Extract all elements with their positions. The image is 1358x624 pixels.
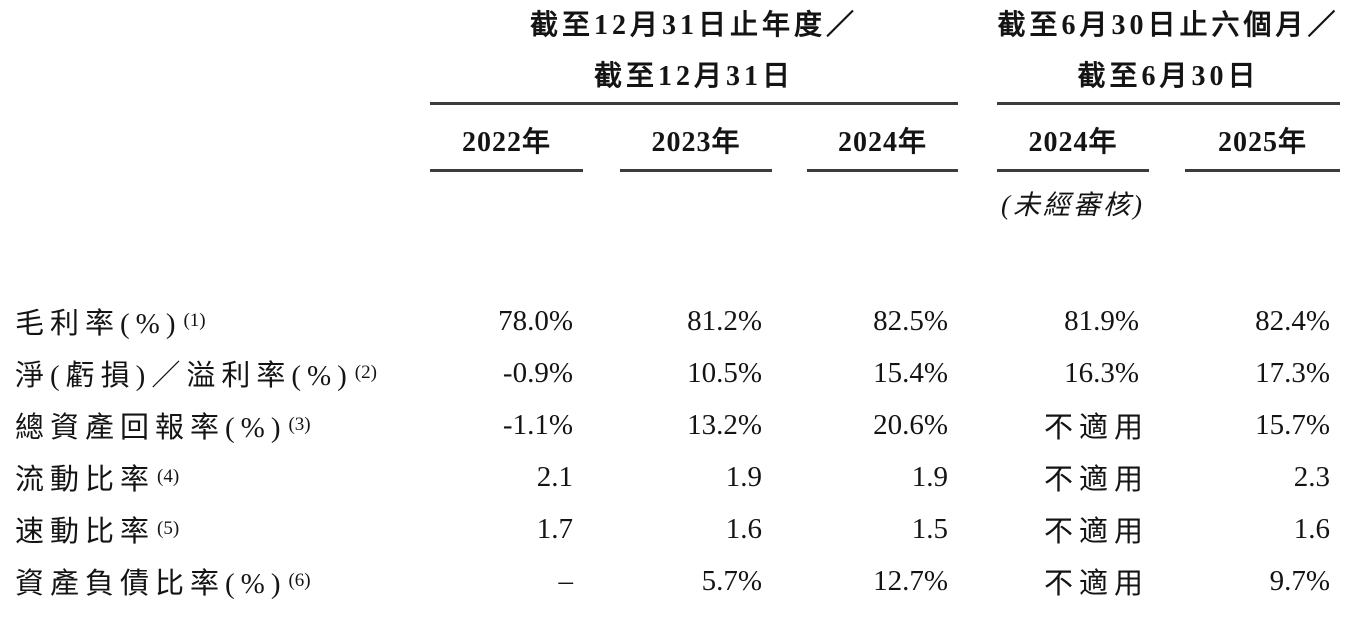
footnote-marker: (3) — [288, 414, 311, 435]
row-label-gross-margin: 毛利率(%) (1) — [0, 295, 430, 347]
cell-roa-2025h1: 15.7% — [1255, 408, 1330, 441]
cell-gearing-2023: 5.7% — [701, 564, 762, 597]
footnote-marker: (4) — [157, 466, 180, 487]
cell-net-margin-2024: 15.4% — [873, 356, 948, 389]
cell-roa-2024: 20.6% — [873, 408, 948, 441]
cell-gearing-2024h1: 不適用 — [1043, 568, 1149, 600]
column-group-interim: 截至6月30日止六個月／ 截至6月30日 — [997, 0, 1340, 105]
footnote-marker: (6) — [288, 570, 311, 591]
row-label-net-margin: 淨(虧損)／溢利率(%) (2) — [0, 347, 430, 399]
cell-net-margin-2025h1: 17.3% — [1255, 356, 1330, 389]
cell-net-margin-2023: 10.5% — [687, 356, 762, 389]
row-label-return-on-assets: 總資產回報率(%) (3) — [0, 399, 430, 451]
column-header-2024-interim: 2024年 — [997, 105, 1149, 172]
row-label-text: 淨(虧損)／溢利率(%) — [15, 360, 353, 392]
cell-current-ratio-2022: 2.1 — [536, 460, 573, 493]
row-label-text: 速動比率 — [15, 516, 156, 548]
cell-gross-margin-2023: 81.2% — [687, 304, 762, 337]
cell-gross-margin-2025h1: 82.4% — [1255, 304, 1330, 337]
column-group-annual: 截至12月31日止年度／ 截至12月31日 — [430, 0, 958, 105]
cell-current-ratio-2024: 1.9 — [911, 460, 948, 493]
footnote-marker: (1) — [183, 310, 206, 331]
cell-gross-margin-2022: 78.0% — [498, 304, 573, 337]
cell-gearing-2024: 12.7% — [873, 564, 948, 597]
column-group-annual-line2: 截至12月31日 — [593, 61, 794, 92]
row-label-text: 流動比率 — [15, 464, 156, 496]
column-group-interim-line2: 截至6月30日 — [1077, 61, 1260, 92]
column-header-2022: 2022年 — [430, 105, 583, 172]
row-label-text: 資產負債比率(%) — [15, 568, 287, 600]
cell-current-ratio-2025h1: 2.3 — [1293, 460, 1330, 493]
cell-quick-ratio-2023: 1.6 — [725, 512, 762, 545]
column-group-annual-line1: 截至12月31日止年度／ — [529, 10, 858, 41]
row-label-current-ratio: 流動比率 (4) — [0, 451, 430, 503]
cell-gross-margin-2024h1: 81.9% — [1064, 304, 1139, 337]
column-header-2025-interim: 2025年 — [1185, 105, 1340, 172]
footnote-marker: (2) — [354, 362, 377, 383]
cell-current-ratio-2024h1: 不適用 — [1043, 464, 1149, 496]
row-label-text: 總資產回報率(%) — [15, 412, 287, 444]
cell-quick-ratio-2024: 1.5 — [911, 512, 948, 545]
cell-gearing-2025h1: 9.7% — [1269, 564, 1330, 597]
financial-ratios-table: 截至12月31日止年度／ 截至12月31日 截至6月30日止六個月／ 截至6月3… — [0, 0, 1340, 607]
cell-roa-2023: 13.2% — [687, 408, 762, 441]
row-label-quick-ratio: 速動比率 (5) — [0, 503, 430, 555]
cell-gross-margin-2024: 82.5% — [873, 304, 948, 337]
cell-net-margin-2022: -0.9% — [502, 356, 573, 389]
cell-quick-ratio-2024h1: 不適用 — [1043, 516, 1149, 548]
cell-quick-ratio-2022: 1.7 — [536, 512, 573, 545]
row-label-gearing-ratio: 資產負債比率(%) (6) — [0, 555, 430, 607]
column-header-2023: 2023年 — [620, 105, 772, 172]
cell-quick-ratio-2025h1: 1.6 — [1293, 512, 1330, 545]
cell-roa-2022: -1.1% — [502, 408, 573, 441]
row-label-text: 毛利率(%) — [15, 308, 182, 340]
cell-current-ratio-2023: 1.9 — [725, 460, 762, 493]
cell-roa-2024h1: 不適用 — [1043, 412, 1149, 444]
column-header-2024: 2024年 — [807, 105, 958, 172]
column-group-interim-line1: 截至6月30日止六個月／ — [997, 10, 1340, 41]
unaudited-note: (未經審核) — [1001, 189, 1145, 220]
footnote-marker: (5) — [157, 518, 180, 539]
cell-net-margin-2024h1: 16.3% — [1064, 356, 1139, 389]
cell-gearing-2022: – — [558, 564, 574, 597]
